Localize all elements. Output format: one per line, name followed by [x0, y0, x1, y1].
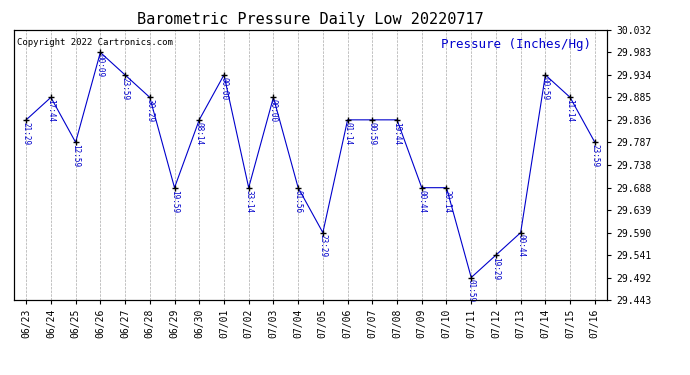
- Title: Barometric Pressure Daily Low 20220717: Barometric Pressure Daily Low 20220717: [137, 12, 484, 27]
- Text: 00:09: 00:09: [96, 54, 105, 77]
- Text: 20:14: 20:14: [442, 189, 451, 213]
- Text: 11:14: 11:14: [566, 99, 575, 122]
- Text: 19:59: 19:59: [170, 189, 179, 213]
- Text: 12:59: 12:59: [71, 144, 80, 167]
- Text: 21:29: 21:29: [21, 122, 30, 145]
- Text: 01:56: 01:56: [294, 189, 303, 213]
- Text: 00:00: 00:00: [269, 99, 278, 122]
- Text: 23:59: 23:59: [121, 77, 130, 100]
- Text: 17:44: 17:44: [46, 99, 55, 122]
- Text: 01:59: 01:59: [466, 279, 475, 303]
- Text: 33:14: 33:14: [244, 189, 253, 213]
- Text: 00:59: 00:59: [541, 77, 550, 100]
- Text: 19:44: 19:44: [393, 122, 402, 145]
- Text: 08:14: 08:14: [195, 122, 204, 145]
- Text: 00:59: 00:59: [368, 122, 377, 145]
- Text: Pressure (Inches/Hg): Pressure (Inches/Hg): [441, 38, 591, 51]
- Text: 23:59: 23:59: [591, 144, 600, 167]
- Text: 00:00: 00:00: [219, 77, 228, 100]
- Text: Copyright 2022 Cartronics.com: Copyright 2022 Cartronics.com: [17, 38, 172, 47]
- Text: 01:14: 01:14: [343, 122, 352, 145]
- Text: 23:29: 23:29: [318, 234, 327, 258]
- Text: 19:29: 19:29: [491, 257, 500, 280]
- Text: 00:44: 00:44: [417, 189, 426, 213]
- Text: 30:29: 30:29: [146, 99, 155, 122]
- Text: 00:44: 00:44: [516, 234, 525, 258]
